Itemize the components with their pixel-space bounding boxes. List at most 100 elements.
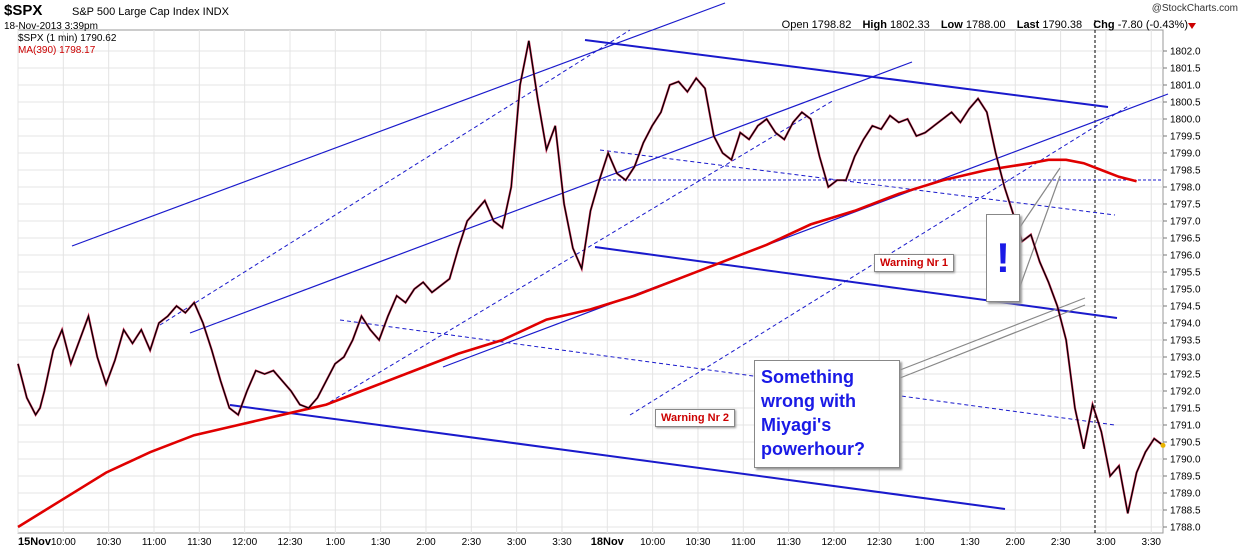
plot-frame <box>17 29 1164 534</box>
y-tick-label: 1791.0 <box>1170 421 1201 432</box>
x-tick-label: 10:30 <box>685 537 710 548</box>
y-tick-label: 1801.5 <box>1170 64 1201 75</box>
trendline <box>339 319 1116 426</box>
warning-1-label: Warning Nr 1 <box>874 254 955 272</box>
trendline <box>584 39 1109 108</box>
x-tick-label: 2:30 <box>1051 537 1071 548</box>
down-triangle-icon <box>1188 23 1196 29</box>
y-tick-label: 1788.0 <box>1170 523 1201 534</box>
exclamation-pointer <box>1017 167 1061 231</box>
x-tick-label: 12:00 <box>232 537 257 548</box>
low-value: 1788.00 <box>965 19 1006 31</box>
y-tick-label: 1793.0 <box>1170 353 1201 364</box>
trendline <box>229 404 1006 510</box>
y-tick-label: 1797.5 <box>1170 200 1201 211</box>
callout-pointer <box>899 304 1086 379</box>
x-tick-label: 11:30 <box>187 537 212 548</box>
x-tick-label: 2:30 <box>462 537 482 548</box>
chart-subtitle: S&P 500 Large Cap Index INDX <box>72 6 229 18</box>
ma-390-line <box>17 158 1137 529</box>
y-tick-label: 1788.5 <box>1170 506 1201 517</box>
x-tick-label: 2:00 <box>1006 537 1026 548</box>
y-tick-label: 1796.0 <box>1170 251 1201 262</box>
y-tick-label: 1800.5 <box>1170 98 1201 109</box>
y-tick-label: 1794.0 <box>1170 319 1201 330</box>
high-value: 1802.33 <box>890 19 930 31</box>
y-tick-label: 1796.5 <box>1170 234 1201 245</box>
y-tick-label: 1791.5 <box>1170 404 1201 415</box>
y-tick-label: 1801.0 <box>1170 81 1201 92</box>
y-tick-label: 1789.5 <box>1170 472 1201 483</box>
x-tick-label: 10:30 <box>96 537 121 548</box>
chart-symbol: $SPX <box>4 2 43 19</box>
low-label: Low <box>940 19 963 31</box>
x-tick-label: 15Nov <box>18 536 52 548</box>
x-tick-label: 11:30 <box>776 537 801 548</box>
x-tick-label: 12:30 <box>277 537 302 548</box>
x-tick-label: 1:00 <box>326 537 346 548</box>
chart-date: 18-Nov-2013 3:39pm <box>4 21 98 32</box>
y-tick-label: 1792.5 <box>1170 370 1201 381</box>
callout-pointer <box>899 297 1086 371</box>
callout-line-3: Miyagi's <box>761 415 832 435</box>
y-tick-label: 1793.5 <box>1170 336 1201 347</box>
exclamation-pointer <box>1017 175 1061 293</box>
y-tick-label: 1790.0 <box>1170 455 1201 466</box>
x-tick-label: 12:00 <box>821 537 846 548</box>
x-tick-label: 18Nov <box>591 536 625 548</box>
y-tick-label: 1799.5 <box>1170 132 1201 143</box>
y-tick-label: 1799.0 <box>1170 149 1201 160</box>
y-tick-label: 1789.0 <box>1170 489 1201 500</box>
trendline <box>442 93 1169 368</box>
y-tick-label: 1795.0 <box>1170 285 1201 296</box>
watermark: @StockCharts.com <box>1151 3 1238 14</box>
warning-2-label: Warning Nr 2 <box>655 409 736 427</box>
legend-ma: MA(390) 1798.17 <box>18 45 95 56</box>
x-tick-label: 2:00 <box>416 537 436 548</box>
exclamation-box: ! <box>986 214 1020 302</box>
x-tick-label: 3:00 <box>1096 537 1116 548</box>
last-label: Last <box>1016 19 1040 31</box>
callout-line-4: powerhour? <box>761 439 865 459</box>
legend-price-text: $SPX (1 min) 1790.62 <box>18 33 117 44</box>
x-tick-label: 3:30 <box>1142 537 1162 548</box>
open-label: Open <box>781 19 809 31</box>
y-tick-label: 1795.5 <box>1170 268 1201 279</box>
y-tick-label: 1794.5 <box>1170 302 1201 313</box>
callout-line-2: wrong with <box>761 391 856 411</box>
legend-ma-text: MA(390) 1798.17 <box>18 45 96 56</box>
trendline <box>189 61 913 334</box>
y-tick-label: 1790.5 <box>1170 438 1201 449</box>
trendline <box>599 149 1116 216</box>
y-tick-label: 1797.0 <box>1170 217 1201 228</box>
x-tick-label: 10:00 <box>640 537 665 548</box>
y-tick-label: 1800.0 <box>1170 115 1201 126</box>
open-value: 1798.82 <box>811 19 852 31</box>
ohlc-readout: Open 1798.82 High 1802.33 Low 1788.00 La… <box>782 19 1188 31</box>
y-tick-label: 1792.0 <box>1170 387 1201 398</box>
trendline <box>159 29 631 326</box>
y-tick-label: 1798.0 <box>1170 183 1201 194</box>
chg-value: -7.80 (-0.43%) <box>1117 19 1188 31</box>
high-label: High <box>862 19 887 31</box>
x-tick-label: 1:30 <box>371 537 391 548</box>
callout-box: Something wrong with Miyagi's powerhour? <box>754 360 900 468</box>
last-value: 1790.38 <box>1042 19 1083 31</box>
x-tick-label: 1:00 <box>915 537 935 548</box>
legend-price: $SPX (1 min) 1790.62 <box>18 33 116 44</box>
y-tick-label: 1798.5 <box>1170 166 1201 177</box>
callout-line-1: Something <box>761 367 854 387</box>
x-tick-label: 11:00 <box>731 537 756 548</box>
x-tick-label: 10:00 <box>51 537 76 548</box>
x-tick-label: 3:00 <box>507 537 527 548</box>
x-tick-label: 1:30 <box>960 537 980 548</box>
x-tick-label: 3:30 <box>552 537 572 548</box>
x-tick-label: 12:30 <box>867 537 892 548</box>
price-line <box>17 40 1164 514</box>
chg-label: Chg <box>1093 19 1115 31</box>
trendline <box>594 246 1118 319</box>
last-price-dot <box>1160 442 1166 448</box>
x-tick-label: 11:00 <box>142 537 167 548</box>
